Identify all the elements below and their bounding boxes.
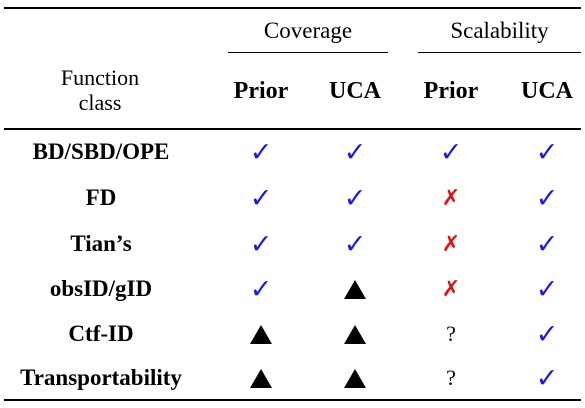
scalability-uca-header: UCA (521, 77, 573, 104)
row-label: Tian’s (70, 231, 132, 256)
check-icon: ✓ (535, 318, 559, 350)
coverage-uca-check-icon: ✓ (310, 176, 400, 220)
row-label: BD/SBD/OPE (32, 139, 170, 164)
check-icon: ✓ (249, 228, 273, 260)
scalability-prior-cross-icon: ✗ (406, 176, 496, 220)
scalability-prior-header: Prior (423, 77, 479, 104)
coverage-underline (228, 52, 388, 53)
scalability-uca-check-icon: ✓ (502, 267, 585, 311)
triangle-icon (344, 368, 366, 388)
triangle-icon (250, 368, 272, 388)
triangle-icon (344, 324, 366, 344)
check-icon: ✓ (343, 182, 367, 214)
top-rule (4, 7, 581, 9)
check-icon: ✓ (343, 136, 367, 168)
check-icon: ✓ (535, 362, 559, 394)
cross-icon: ✗ (441, 185, 461, 211)
function-class-label: Function class (60, 65, 140, 115)
coverage-prior-triangle-icon (216, 356, 306, 400)
coverage-uca-header: UCA (329, 77, 381, 104)
question-mark: ? (446, 321, 456, 346)
coverage-uca-check-icon: ✓ (310, 222, 400, 266)
scalability-underline (418, 52, 581, 53)
check-icon: ✓ (439, 136, 463, 168)
scalability-uca-check-icon: ✓ (502, 130, 585, 174)
check-icon: ✓ (535, 228, 559, 260)
scalability-prior-question-mark: ? (406, 312, 496, 356)
coverage-uca-triangle-icon (310, 312, 400, 356)
coverage-prior-check-icon: ✓ (216, 222, 306, 266)
scalability-uca-check-icon: ✓ (502, 176, 585, 220)
scalability-uca-check-icon: ✓ (502, 312, 585, 356)
check-icon: ✓ (343, 228, 367, 260)
scalability-uca-check-icon: ✓ (502, 356, 585, 400)
cross-icon: ✗ (441, 276, 461, 302)
row-label: Ctf-ID (68, 321, 134, 346)
row-label: Transportability (20, 365, 182, 390)
coverage-prior-triangle-icon (216, 312, 306, 356)
scalability-prior-question-mark: ? (406, 356, 496, 400)
check-icon: ✓ (249, 273, 273, 305)
function-class-header: Function class (4, 62, 196, 118)
coverage-prior-check-icon: ✓ (216, 130, 306, 174)
coverage-group-header: Coverage (263, 18, 353, 43)
scalability-prior-cross-icon: ✗ (406, 267, 496, 311)
check-icon: ✓ (249, 136, 273, 168)
row-label: obsID/gID (49, 276, 153, 301)
row-label: FD (85, 185, 117, 210)
cross-icon: ✗ (441, 231, 461, 257)
check-icon: ✓ (249, 182, 273, 214)
coverage-prior-check-icon: ✓ (216, 176, 306, 220)
scalability-group-header: Scalability (450, 18, 549, 43)
coverage-prior-header: Prior (233, 77, 289, 104)
scalability-uca-check-icon: ✓ (502, 222, 585, 266)
question-mark: ? (446, 365, 456, 390)
scalability-prior-cross-icon: ✗ (406, 222, 496, 266)
coverage-prior-check-icon: ✓ (216, 267, 306, 311)
header-rule (4, 128, 581, 130)
triangle-icon (250, 324, 272, 344)
coverage-uca-triangle-icon (310, 356, 400, 400)
check-icon: ✓ (535, 182, 559, 214)
coverage-uca-triangle-icon (310, 267, 400, 311)
check-icon: ✓ (535, 273, 559, 305)
check-icon: ✓ (535, 136, 559, 168)
bottom-rule (4, 399, 581, 401)
triangle-icon (344, 279, 366, 299)
scalability-prior-check-icon: ✓ (406, 130, 496, 174)
coverage-uca-check-icon: ✓ (310, 130, 400, 174)
